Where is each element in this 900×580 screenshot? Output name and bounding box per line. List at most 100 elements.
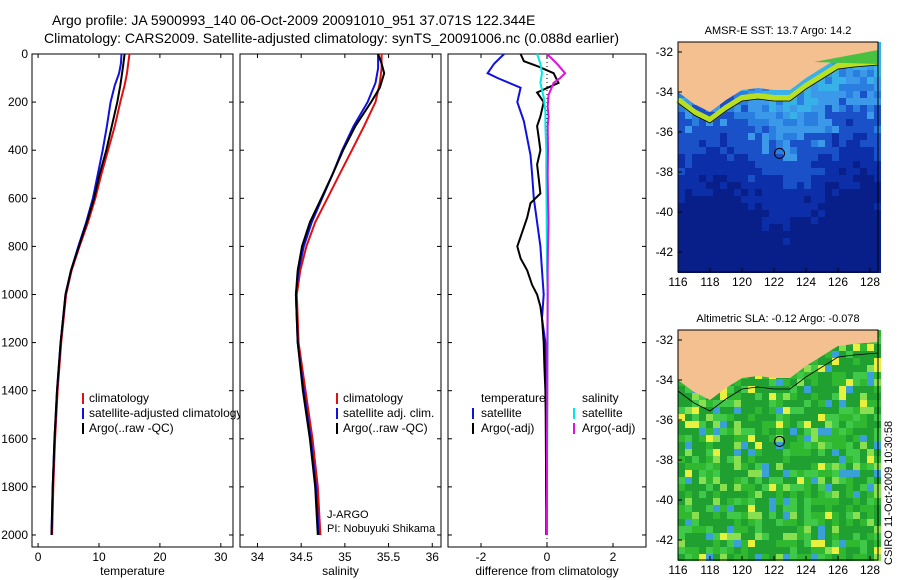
map-cell: [678, 449, 685, 456]
map-cell: [734, 182, 741, 189]
map-cell: [867, 196, 874, 203]
map-cell: [804, 189, 811, 196]
map-cell: [727, 154, 734, 161]
map-cell: [853, 554, 860, 561]
map-cell: [797, 203, 804, 210]
map-cell: [692, 540, 699, 547]
map-cell: [748, 238, 755, 245]
x-tick-label: 10: [92, 550, 106, 564]
map-cell: [776, 224, 783, 231]
map-cell: [832, 442, 839, 449]
map-cell: [811, 442, 818, 449]
map-cell: [811, 456, 818, 463]
map-cell: [839, 266, 846, 273]
map-cell: [706, 133, 713, 140]
map-cell: [832, 224, 839, 231]
map-cell: [846, 112, 853, 119]
map-cell: [818, 442, 825, 449]
map-cell: [832, 435, 839, 442]
map-cell: [734, 189, 741, 196]
map-cell: [832, 379, 839, 386]
map-cell: [706, 182, 713, 189]
map-frame: [677, 41, 879, 273]
map-cell: [804, 484, 811, 491]
map-cell: [727, 442, 734, 449]
map-cell: [692, 442, 699, 449]
map-cell: [720, 119, 727, 126]
map-cell: [762, 442, 769, 449]
map-cell: [853, 252, 860, 259]
map-cell: [699, 463, 706, 470]
map-cell: [832, 112, 839, 119]
map-cell: [811, 91, 818, 98]
map-cell: [790, 463, 797, 470]
map-cell: [776, 119, 783, 126]
map-cell: [699, 224, 706, 231]
map-cell: [713, 484, 720, 491]
map-cell: [720, 126, 727, 133]
map-cell: [755, 428, 762, 435]
map-cell: [727, 168, 734, 175]
map-cell: [818, 428, 825, 435]
map-cell: [783, 266, 790, 273]
map-cell: [790, 372, 797, 379]
map-cell: [839, 547, 846, 554]
map-cell: [755, 217, 762, 224]
map-cell: [818, 266, 825, 273]
map-cell: [783, 259, 790, 266]
map-cell: [678, 400, 685, 407]
map-cell: [853, 393, 860, 400]
map-cell: [867, 407, 874, 414]
map-cell: [741, 407, 748, 414]
map-cell: [762, 470, 769, 477]
map-cell: [692, 449, 699, 456]
map-cell: [860, 435, 867, 442]
map-cell: [734, 386, 741, 393]
map-cell: [755, 442, 762, 449]
map-cell: [727, 133, 734, 140]
map-cell: [839, 119, 846, 126]
x-tick-label: 34.5: [289, 550, 313, 564]
map-cell: [692, 526, 699, 533]
y-tick-label: 200: [8, 95, 28, 109]
map-cell: [713, 217, 720, 224]
map-cell: [832, 393, 839, 400]
map-cell: [825, 351, 832, 358]
map-cell: [797, 224, 804, 231]
map-cell: [678, 505, 685, 512]
map-cell: [741, 456, 748, 463]
map-cell: [867, 105, 874, 112]
map-cell: [825, 196, 832, 203]
map-cell: [776, 154, 783, 161]
map-cell: [825, 168, 832, 175]
map-cell: [699, 491, 706, 498]
map-cell: [783, 252, 790, 259]
map-cell: [769, 379, 776, 386]
map-cell: [818, 400, 825, 407]
map-cell: [706, 512, 713, 519]
legend-label-1: satellite adj. clim.: [343, 406, 434, 420]
map-cell: [720, 238, 727, 245]
map-cell: [846, 259, 853, 266]
map-cell: [804, 365, 811, 372]
map-cell: [832, 512, 839, 519]
x-axis-label: difference from climatology: [475, 564, 618, 578]
map-cell: [867, 175, 874, 182]
map-cell: [685, 231, 692, 238]
map-cell: [860, 154, 867, 161]
map-cell: [860, 126, 867, 133]
map-y-tick-label: -32: [656, 333, 674, 347]
map-cell: [811, 84, 818, 91]
map-cell: [734, 442, 741, 449]
y-tick-label: 400: [8, 143, 28, 157]
map-cell: [741, 154, 748, 161]
map-cell: [734, 203, 741, 210]
map-cell: [678, 133, 685, 140]
map-cell: [720, 217, 727, 224]
map-cell: [811, 505, 818, 512]
map-cell: [797, 196, 804, 203]
map-cell: [860, 470, 867, 477]
map-cell: [769, 91, 776, 98]
map-cell: [734, 477, 741, 484]
